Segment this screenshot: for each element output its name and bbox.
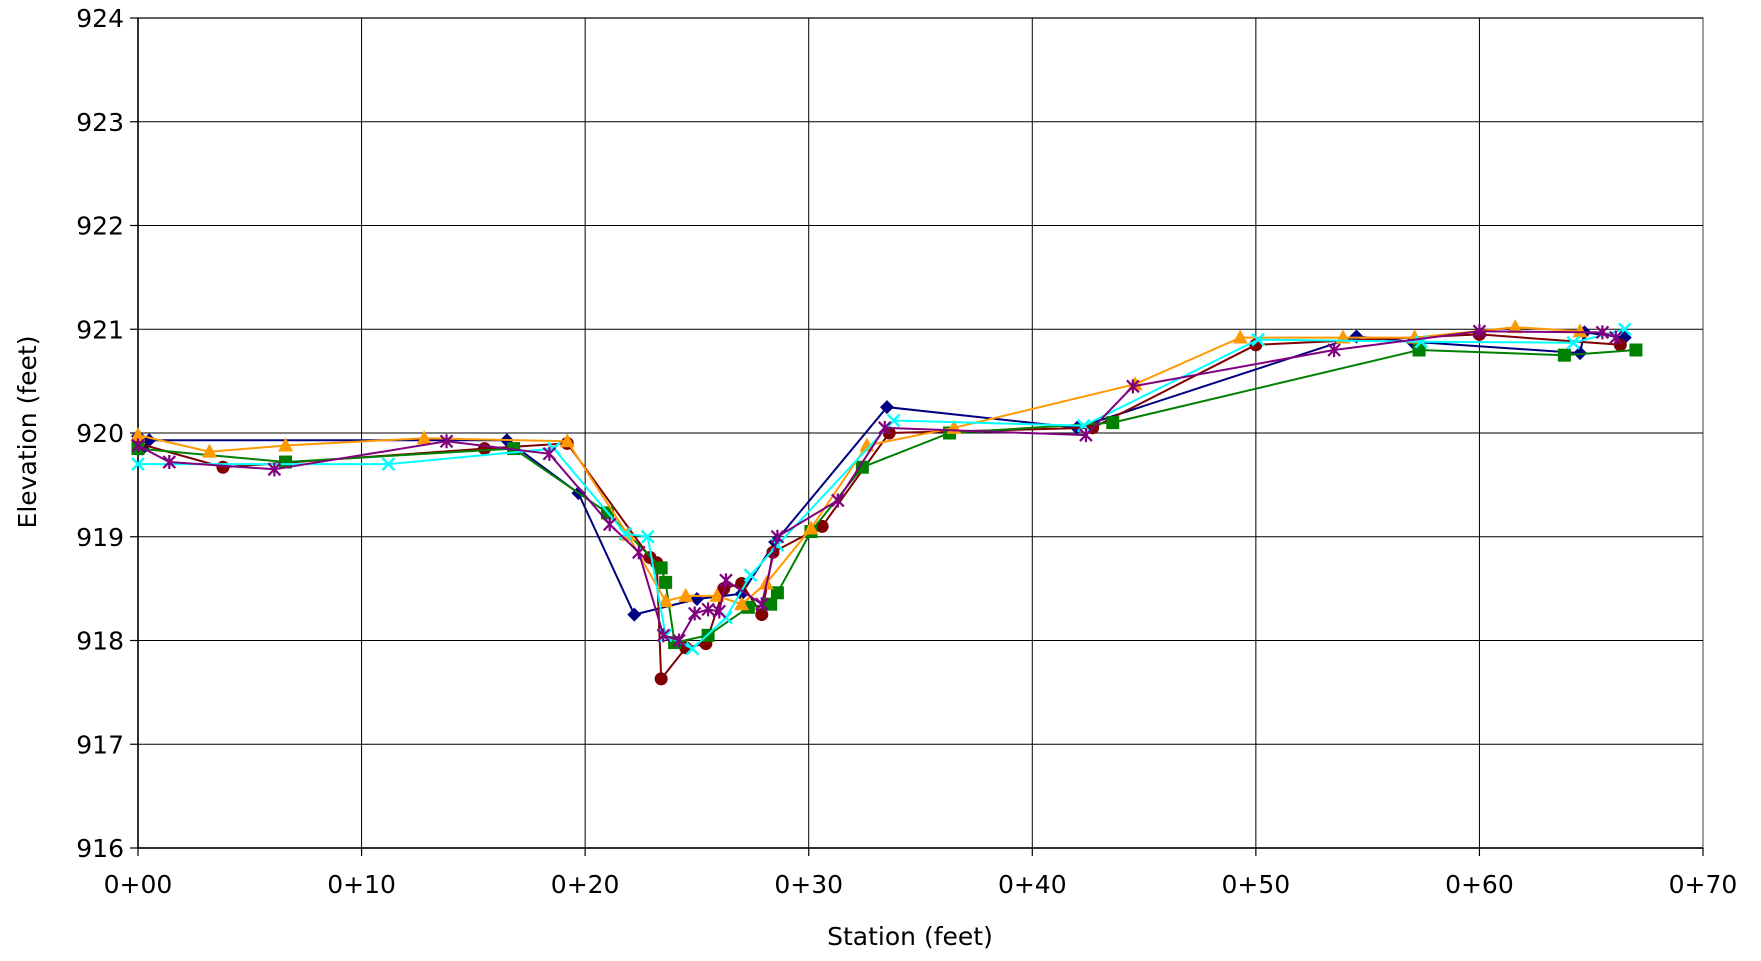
x-tick-label: 0+00 <box>104 870 173 899</box>
data-point <box>131 457 145 472</box>
data-point <box>656 628 671 643</box>
y-tick-label: 923 <box>76 108 124 137</box>
data-point <box>886 413 901 428</box>
data-point <box>267 462 282 477</box>
data-point <box>632 545 646 560</box>
data-point <box>1629 343 1643 357</box>
y-tick-label: 919 <box>76 523 124 552</box>
data-point <box>658 593 674 608</box>
series-line <box>137 331 1625 616</box>
data-point <box>1557 348 1571 362</box>
data-point <box>162 455 177 470</box>
data-point <box>709 587 725 602</box>
x-tick-label: 0+60 <box>1445 870 1514 899</box>
data-point <box>1595 325 1610 340</box>
data-point <box>1251 332 1265 347</box>
data-point <box>1609 330 1623 345</box>
data-point <box>279 455 293 469</box>
data-point <box>685 641 700 656</box>
axes: 916 917 918 919 920 921 922 923 924 0+00 0+10 0+20 0… <box>76 4 1737 899</box>
y-tick-label: 917 <box>76 730 124 759</box>
data-point <box>1079 428 1093 443</box>
data-point <box>381 457 396 472</box>
data-point <box>770 586 784 600</box>
data-point <box>770 529 785 544</box>
y-tick-label: 918 <box>76 627 124 656</box>
data-point <box>654 672 668 686</box>
data-point <box>1106 416 1120 430</box>
data-point <box>439 434 454 449</box>
data-point <box>602 517 617 532</box>
data-point <box>1572 323 1588 338</box>
x-axis-title: Station (feet) <box>827 922 993 951</box>
series-layer <box>130 319 1643 686</box>
data-point <box>1472 324 1487 339</box>
y-axis-title: Elevation (feet) <box>13 336 42 529</box>
series-3 <box>131 343 1643 650</box>
data-point <box>712 604 727 619</box>
data-point <box>130 427 146 442</box>
series-2 <box>131 327 1627 686</box>
data-point <box>278 437 294 452</box>
data-point <box>879 400 894 415</box>
series-6 <box>131 324 1623 648</box>
data-point <box>559 433 575 448</box>
data-point <box>1232 329 1248 344</box>
data-point <box>542 446 557 461</box>
data-point <box>131 438 145 453</box>
x-tick-label: 0+30 <box>774 870 843 899</box>
series-line <box>137 348 1636 644</box>
data-point <box>855 460 869 474</box>
data-point <box>687 606 702 621</box>
data-point <box>672 633 686 648</box>
y-tick-label: 922 <box>76 212 124 241</box>
data-point <box>803 520 819 535</box>
data-point <box>1327 343 1341 357</box>
data-point <box>719 573 733 588</box>
data-point <box>202 443 218 458</box>
series-5 <box>131 322 1632 656</box>
data-point <box>1566 335 1581 350</box>
y-tick-label: 924 <box>76 4 124 33</box>
series-1 <box>131 325 1632 622</box>
y-tick-label: 920 <box>76 419 124 448</box>
x-tick-label: 0+40 <box>998 870 1067 899</box>
x-tick-label: 0+70 <box>1669 870 1738 899</box>
y-tick-label: 921 <box>76 315 124 344</box>
x-tick-label: 0+10 <box>327 870 396 899</box>
x-tick-label: 0+50 <box>1222 870 1291 899</box>
series-line <box>137 333 1621 682</box>
series-line <box>137 330 1617 642</box>
data-point <box>764 597 778 611</box>
data-point <box>618 526 633 541</box>
data-point <box>1507 319 1523 334</box>
data-point <box>678 587 694 602</box>
data-point <box>478 442 492 456</box>
data-point <box>654 561 668 575</box>
data-point <box>1126 379 1140 394</box>
data-point <box>734 596 750 611</box>
data-point <box>640 529 655 544</box>
data-point <box>755 608 769 622</box>
data-point <box>416 430 432 445</box>
data-point <box>701 602 715 617</box>
data-point <box>877 420 892 435</box>
data-point <box>659 575 673 589</box>
y-tick-label: 916 <box>76 834 124 863</box>
data-point <box>754 597 769 612</box>
x-tick-label: 0+20 <box>551 870 620 899</box>
data-point <box>743 568 758 583</box>
data-point <box>216 460 230 474</box>
data-point <box>831 493 845 508</box>
data-point <box>1613 338 1627 352</box>
series-line <box>138 328 1626 651</box>
data-point <box>627 607 642 622</box>
